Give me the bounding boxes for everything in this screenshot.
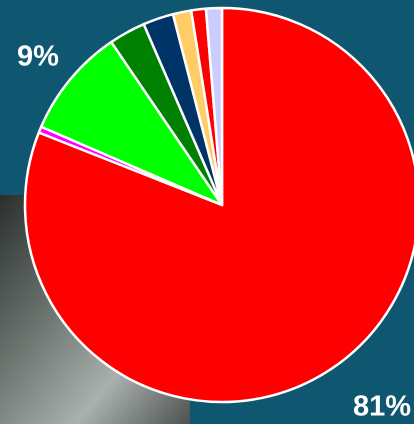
data-label: 9% [17, 41, 59, 73]
pie-slice [204, 6, 224, 207]
pie-slice [39, 40, 224, 207]
data-label: 81% [353, 391, 411, 423]
